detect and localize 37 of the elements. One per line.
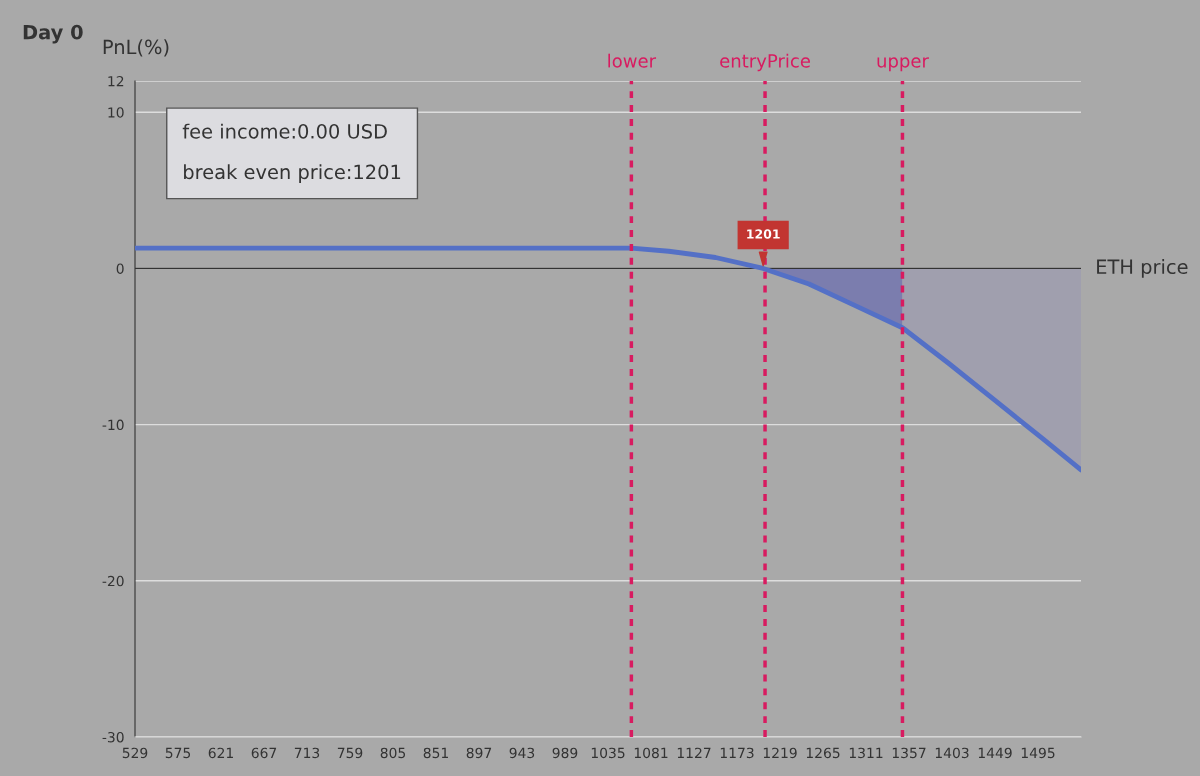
x-tick-label: 759 bbox=[337, 747, 363, 759]
annotation: 1201 bbox=[747, 229, 780, 239]
x-tick-label: 529 bbox=[122, 747, 148, 759]
ref-line-label: upper bbox=[877, 57, 929, 72]
y-tick-label: -10 bbox=[102, 419, 124, 431]
y-tick-label: 10 bbox=[108, 107, 124, 118]
x-tick-label: 943 bbox=[509, 747, 535, 759]
x-tick-label: 713 bbox=[294, 747, 320, 759]
x-tick-label: 1127 bbox=[677, 747, 711, 758]
x-tick-label: 1219 bbox=[763, 747, 797, 759]
x-tick-label: 1357 bbox=[892, 747, 926, 759]
x-tick-label: 667 bbox=[251, 747, 277, 759]
text: fee income:0.00 USD break even price:1201 bbox=[182, 123, 401, 184]
ref-line-label: entryPrice bbox=[720, 53, 810, 72]
x-tick-label: 1495 bbox=[1021, 747, 1055, 759]
x-tick-label: 805 bbox=[380, 747, 406, 759]
x-tick-label: 897 bbox=[466, 747, 492, 759]
ref-line-label: lower bbox=[608, 53, 657, 68]
x-tick-label: 989 bbox=[552, 747, 578, 759]
y-tick-label: -30 bbox=[102, 731, 124, 743]
x-tick-label: 1265 bbox=[806, 747, 840, 759]
y-tick-label: -20 bbox=[102, 575, 124, 587]
y-tick-label: 12 bbox=[108, 75, 124, 87]
x-axis-title: ETH price bbox=[1097, 259, 1188, 278]
x-tick-label: 1035 bbox=[591, 747, 625, 759]
x-tick-label: 575 bbox=[165, 747, 191, 759]
x-tick-label: 621 bbox=[208, 747, 233, 759]
y-axis-title: PnL(%) bbox=[103, 39, 169, 57]
chart-title: Day 0 bbox=[23, 24, 83, 44]
line-series bbox=[135, 245, 1081, 473]
x-tick-label: 1311 bbox=[849, 747, 883, 759]
x-tick-label: 1449 bbox=[978, 747, 1012, 759]
x-tick-label: 1081 bbox=[634, 747, 668, 759]
x-tick-label: 851 bbox=[423, 747, 448, 759]
y-tick-label: 0 bbox=[116, 263, 124, 274]
x-tick-label: 1403 bbox=[935, 747, 969, 759]
x-tick-label: 1173 bbox=[720, 747, 754, 759]
